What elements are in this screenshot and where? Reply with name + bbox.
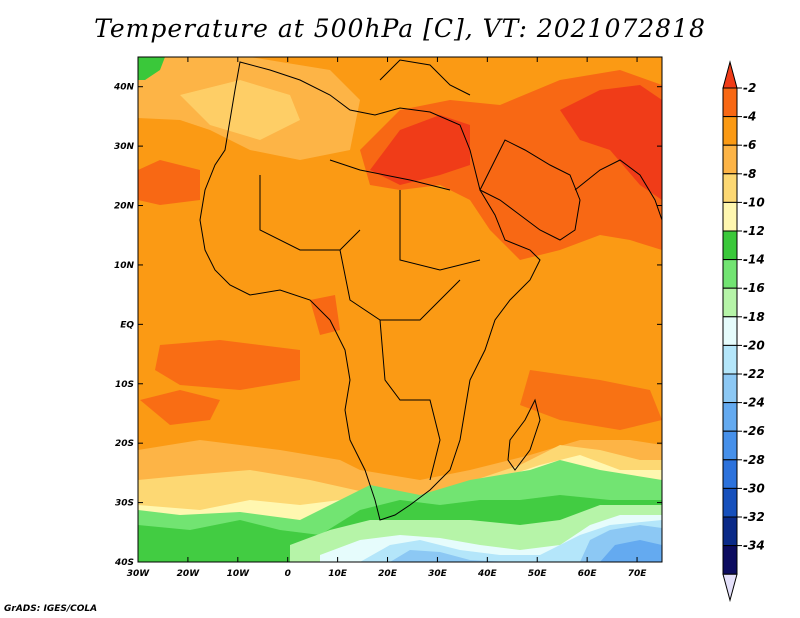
map-title: Temperature at 500hPa [C], VT: 202107281… [94,14,706,43]
colorbar-label: -2 [743,81,756,95]
colorbar-label: -14 [743,253,765,267]
lat-tick-label: 30S [115,499,134,509]
colorbar-box [722,144,738,175]
colorbar-box [722,259,738,289]
colorbar-label: -10 [743,195,765,209]
lon-tick-label: 70E [628,569,648,579]
colorbar-label: -18 [743,310,765,324]
lat-tick-label: 10S [115,380,134,390]
lon-tick-label: 0 [285,569,291,579]
colorbar: -2 -4 -6 -8 -10 -12 -14 -16 -18 -20 -22 -24 -26 -28 -3… [722,60,765,603]
colorbar-label: -32 [743,510,765,524]
temperature-field [138,57,662,562]
lon-tick-label: 10E [328,569,348,579]
colorbar-box [722,430,738,461]
colorbar-box [722,116,738,146]
colorbar-box [722,344,738,375]
lon-tick-label: 30W [127,569,151,579]
colorbar-label: -34 [743,539,765,553]
colorbar-label: -26 [743,424,765,438]
lat-tick-label: 10N [114,261,135,271]
colorbar-label: -30 [743,481,765,495]
lon-tick-label: 40E [477,569,498,579]
grads-credit: GrADS: IGES/COLA [4,604,98,614]
lon-tick-label: 50E [528,569,548,579]
colorbar-label: -8 [743,167,756,181]
colorbar-box [722,487,738,518]
lat-tick-label: EQ [120,320,134,330]
lon-tick-label: 30E [428,569,448,579]
latitude-axis: 40N 30N 20N 10N EQ 10S 20S 30S 40S [113,83,662,568]
colorbar-box [722,402,738,432]
colorbar-box [722,230,738,261]
colorbar-label: -20 [743,338,765,352]
colorbar-bottom-arrow [722,573,738,603]
colorbar-box [722,459,738,489]
colorbar-box [722,287,738,318]
plot-frame [137,56,663,563]
lat-tick-label: 30N [114,142,135,152]
lon-tick-label: 20W [177,569,201,579]
colorbar-top-arrow [722,60,738,89]
lat-tick-label: 40N [113,83,135,93]
colorbar-box [722,516,738,547]
colorbar-label: -4 [743,110,756,124]
colorbar-box [722,201,738,232]
lon-tick-label: 20E [378,569,398,579]
colorbar-box [722,173,738,203]
longitude-axis: 30W 20W 10W 0 10E 20E 30E 40E 50E 60E 70E [127,57,647,579]
colorbar-label: -12 [743,224,765,238]
colorbar-box [722,373,738,404]
lon-tick-label: 60E [578,569,598,579]
colorbar-box [722,316,738,346]
colorbar-label: -28 [743,453,765,467]
lon-tick-label: 10W [227,569,251,579]
lat-tick-label: 40S [114,558,134,568]
lat-tick-label: 20S [115,439,134,449]
colorbar-box [722,87,738,118]
colorbar-label: -24 [743,396,765,410]
lat-tick-label: 20N [114,202,135,212]
colorbar-label: -22 [743,367,765,381]
colorbar-label: -16 [743,281,765,295]
colorbar-label: -6 [743,138,756,152]
colorbar-box [722,545,738,575]
coastlines [199,59,662,521]
